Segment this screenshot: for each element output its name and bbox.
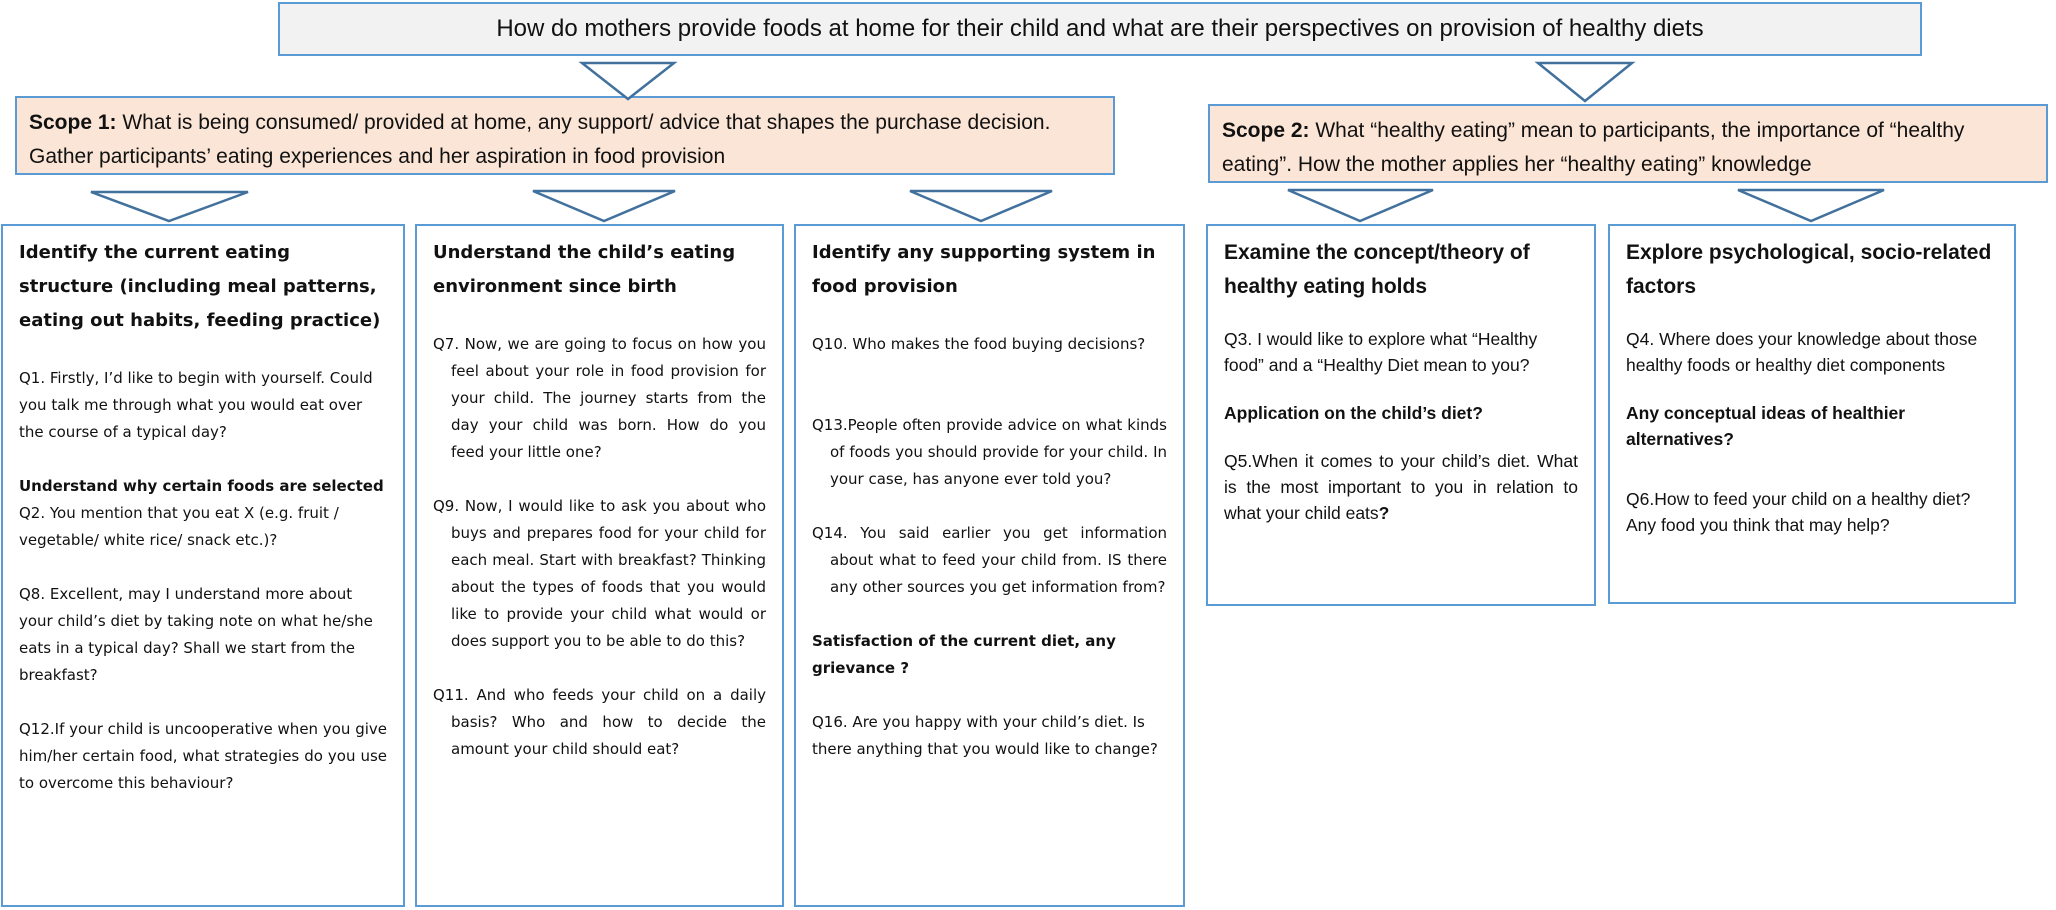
question-q10: Q10. Who makes the food buying decisions… [812, 335, 1146, 353]
research-question: How do mothers provide foods at home for… [496, 15, 1704, 42]
psychological-factors-box: Explore psychological, socio-related fac… [1608, 224, 2016, 604]
question-q4: Q4. Where does your knowledge about thos… [1626, 329, 1978, 375]
question-q8: Q8. Excellent, may I understand more abo… [19, 585, 373, 684]
question-q13: Q13.People often provide advice on what … [812, 416, 1167, 488]
arrow-down-icon [90, 190, 249, 223]
arrow-down-icon [532, 189, 676, 223]
scope-1-box: Scope 1: What is being consumed/ provide… [15, 96, 1115, 175]
question-q7: Q7. Now, we are going to focus on how yo… [433, 335, 766, 461]
scope-2-text: What “healthy eating” mean to participan… [1222, 119, 1965, 176]
box-heading: Identify any supporting system in food p… [812, 242, 1156, 297]
eating-structure-box: Identify the current eating structure (i… [1, 224, 405, 907]
scope-2-box: Scope 2: What “healthy eating” mean to p… [1208, 104, 2048, 183]
subheading: Satisfaction of the current diet, any gr… [812, 632, 1116, 677]
scope-2-label: Scope 2: [1222, 119, 1310, 142]
question-q11: Q11. And who feeds your child on a daily… [433, 686, 766, 758]
supporting-system-box: Identify any supporting system in food p… [794, 224, 1185, 907]
question-q5-text: Q5.When it comes to your child’s diet. W… [1224, 451, 1578, 523]
box-heading: Understand the child’s eating environmen… [433, 242, 736, 297]
subheading: Understand why certain foods are selecte… [19, 477, 384, 495]
box-heading: Identify the current eating structure (i… [19, 242, 381, 331]
scope-1-text: What is being consumed/ provided at home… [29, 111, 1051, 168]
arrow-down-icon [909, 189, 1053, 223]
question-q5: Q5.When it comes to your child’s diet. W… [1224, 448, 1578, 526]
question-q16: Q16. Are you happy with your child’s die… [812, 713, 1158, 758]
arrow-down-icon [578, 61, 678, 101]
arrow-down-icon [1737, 188, 1885, 223]
arrow-down-icon [1534, 61, 1636, 103]
box-heading: Explore psychological, socio-related fac… [1626, 241, 1992, 298]
arrow-down-icon [1287, 188, 1434, 223]
research-question-box: How do mothers provide foods at home for… [278, 2, 1922, 56]
question-q12: Q12.If your child is uncooperative when … [19, 720, 387, 792]
question-q2: Q2. You mention that you eat X (e.g. fru… [19, 504, 339, 549]
question-q14: Q14. You said earlier you get informatio… [812, 524, 1167, 596]
question-q9: Q9. Now, I would like to ask you about w… [433, 497, 766, 650]
question-q1: Q1. Firstly, I’d like to begin with your… [19, 369, 373, 441]
question-q5-end: ? [1378, 503, 1390, 523]
eating-environment-box: Understand the child’s eating environmen… [415, 224, 784, 907]
subheading: Application on the child’s diet? [1224, 403, 1483, 423]
healthy-eating-concept-box: Examine the concept/theory of healthy ea… [1206, 224, 1596, 606]
scope-1-label: Scope 1: [29, 111, 117, 134]
question-q6: Q6.How to feed your child on a healthy d… [1626, 489, 1994, 535]
subheading: Any conceptual ideas of healthier altern… [1626, 403, 1906, 449]
question-q3: Q3. I would like to explore what “Health… [1224, 329, 1538, 375]
box-heading: Examine the concept/theory of healthy ea… [1224, 241, 1530, 298]
